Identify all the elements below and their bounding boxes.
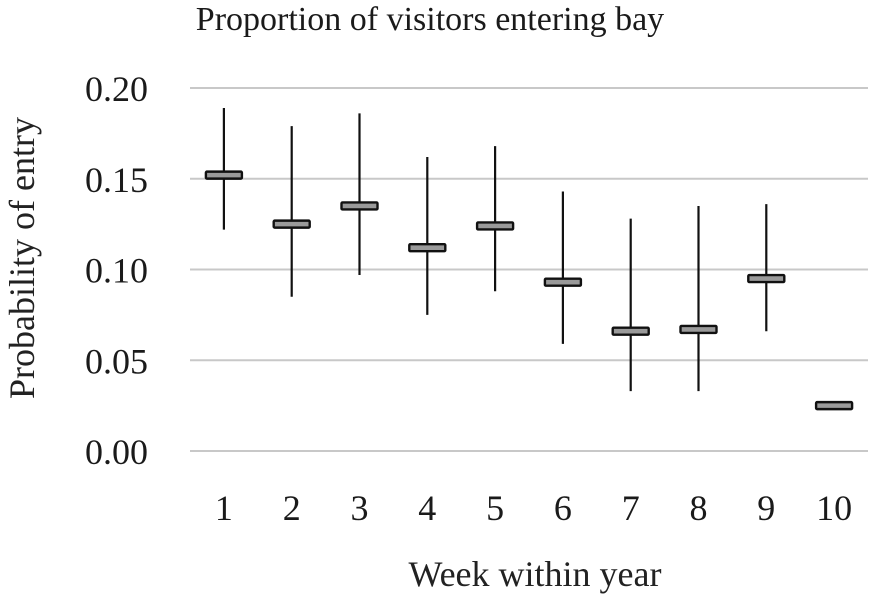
- y-axis-ticks: 0.00 0.05 0.10 0.15 0.20: [85, 69, 148, 472]
- x-tick-label: 6: [554, 488, 572, 528]
- x-axis-label: Week within year: [408, 554, 661, 594]
- errorbar-4: [408, 156, 447, 315]
- mean-marker: [814, 400, 854, 411]
- x-tick-label: 7: [622, 488, 640, 528]
- errorbar-5: [475, 146, 515, 292]
- errorbar-10: [814, 400, 854, 411]
- gridlines: [190, 87, 868, 452]
- errorbar-1: [204, 107, 244, 230]
- data-marks: [204, 107, 854, 411]
- mean-marker: [747, 273, 786, 284]
- x-tick-label: 4: [418, 488, 436, 528]
- errorbar-6: [543, 191, 583, 344]
- errorbar-9: [747, 204, 786, 332]
- mean-marker: [679, 324, 718, 335]
- chart-title: Proportion of visitors entering bay: [196, 1, 664, 38]
- x-tick-label: 5: [486, 488, 504, 528]
- y-tick-label: 0.10: [85, 251, 148, 291]
- mean-marker: [475, 221, 515, 231]
- mean-marker: [340, 201, 379, 211]
- y-tick-label: 0.05: [85, 341, 148, 381]
- x-tick-label: 3: [351, 488, 369, 528]
- mean-marker: [204, 170, 244, 180]
- y-tick-label: 0.20: [85, 69, 148, 109]
- errorbar-7: [611, 218, 650, 392]
- y-tick-label: 0.15: [85, 160, 148, 200]
- mean-marker: [272, 219, 311, 229]
- errorbar-2: [272, 126, 311, 297]
- x-tick-label: 2: [283, 488, 301, 528]
- y-tick-label: 0.00: [85, 432, 148, 472]
- x-tick-label: 8: [690, 488, 708, 528]
- mean-marker: [543, 277, 583, 287]
- y-axis-label: Probability of entry: [2, 117, 42, 399]
- mean-marker: [611, 326, 650, 336]
- x-tick-label: 1: [215, 488, 233, 528]
- x-tick-label: 9: [757, 488, 775, 528]
- errorbar-8: [679, 205, 718, 392]
- x-tick-label: 10: [816, 488, 852, 528]
- errorbar-3: [340, 113, 379, 275]
- mean-marker: [408, 243, 447, 253]
- x-axis-ticks: 1 2 3 4 5 6 7 8 9 10: [215, 488, 852, 528]
